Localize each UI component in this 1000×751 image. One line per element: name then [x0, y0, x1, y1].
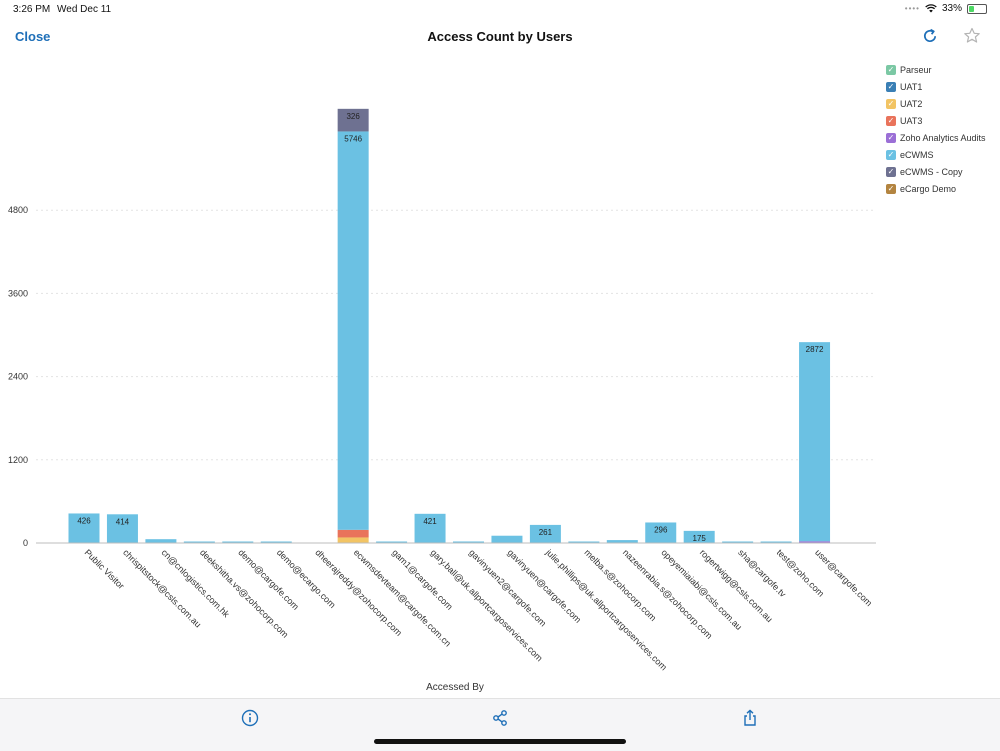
x-tick-label: gavinyuen@cargofe.com	[506, 547, 584, 625]
bar-ecwms-10[interactable]	[453, 541, 484, 543]
x-tick-label: gavinyuen2@cargofe.com	[467, 547, 548, 628]
bar-ecwms-copy-7[interactable]	[337, 108, 369, 132]
export-icon[interactable]	[740, 708, 760, 728]
bar-ecwms-3[interactable]	[183, 541, 215, 544]
legend-checkbox-icon[interactable]: ✓	[886, 149, 896, 160]
legend-label: Parseur	[900, 64, 932, 75]
bar-ecwms-13[interactable]	[568, 541, 600, 544]
legend-checkbox-icon[interactable]: ✓	[886, 98, 896, 109]
legend-label: UAT1	[900, 81, 923, 92]
x-tick-label: cn@cnlogistics.com.hk	[159, 547, 231, 619]
y-tick-label: 4800	[8, 205, 28, 215]
page-title: Access Count by Users	[427, 29, 573, 44]
bar-ecwms-9[interactable]	[414, 513, 446, 543]
x-tick-label: opeyemiaiabi@csls.com.au	[659, 547, 744, 632]
legend-label: eCWMS - Copy	[900, 166, 963, 177]
star-icon[interactable]	[962, 26, 982, 46]
status-bar: 3:26 PM Wed Dec 11 •••• 33%	[0, 0, 1000, 20]
data-label: 5746	[344, 134, 362, 143]
y-tick-label: 2400	[8, 372, 28, 382]
data-label: 421	[423, 517, 437, 526]
bar-ecwms-15[interactable]	[645, 522, 677, 543]
bar-zoho-analytics-audits-19[interactable]	[799, 541, 831, 543]
bar-ecwms-16[interactable]	[683, 530, 715, 543]
bar-ecwms-5[interactable]	[260, 541, 292, 544]
legend-label: UAT3	[900, 115, 923, 126]
bar-ecwms-0[interactable]	[68, 513, 100, 543]
bar-ecwms-2[interactable]	[145, 539, 177, 543]
bar-ecwms-14[interactable]	[606, 540, 638, 543]
legend-item-ecwms-copy[interactable]: ✓ eCWMS - Copy	[886, 163, 986, 180]
x-tick-label: user@cargofe.com	[813, 547, 874, 608]
x-tick-label: Public Visitor	[83, 547, 127, 591]
status-date: Wed Dec 11	[57, 4, 112, 15]
battery-percent: 33%	[941, 3, 962, 14]
home-indicator	[374, 739, 626, 744]
bars[interactable]	[68, 108, 831, 544]
bar-ecwms-11[interactable]	[491, 535, 523, 543]
legend-checkbox-icon[interactable]: ✓	[886, 81, 896, 92]
x-axis-ticks: Public Visitorchrispitstock@csls.com.auc…	[83, 547, 874, 673]
y-tick-label: 3600	[8, 288, 28, 298]
legend-label: eCargo Demo	[900, 183, 957, 194]
bar-ecwms-12[interactable]	[529, 524, 561, 543]
data-label: 261	[539, 528, 553, 537]
bar-uat3-7[interactable]	[337, 529, 369, 538]
legend-item-uat1[interactable]: ✓ UAT1	[886, 78, 986, 95]
bar-ecwms-4[interactable]	[222, 541, 254, 544]
refresh-icon[interactable]	[920, 26, 940, 46]
battery-level	[969, 5, 975, 12]
x-tick-label: melba.s@zohocorp.com	[582, 547, 658, 623]
legend-item-parseur[interactable]: ✓ Parseur	[886, 61, 986, 78]
legend-label: eCWMS	[900, 149, 934, 160]
y-tick-label: 0	[23, 538, 28, 548]
status-time: 3:26 PM	[13, 4, 51, 15]
data-labels: 426 414 5746 326 421 261 296 175 2872	[77, 112, 824, 543]
y-axis-ticks: 0 1200 2400 3600 4800	[8, 205, 28, 548]
chart-legend: ✓ Parseur ✓ UAT1 ✓ UAT2 ✓ UAT3 ✓ Zoho Analytics A…	[886, 61, 986, 197]
legend-item-zoho-analytics-audits[interactable]: ✓ Zoho Analytics Audits	[886, 129, 986, 146]
wifi-icon	[925, 4, 937, 13]
info-icon[interactable]	[240, 708, 260, 728]
data-label: 296	[654, 525, 668, 534]
battery-icon	[967, 3, 987, 14]
legend-label: UAT2	[900, 98, 923, 109]
chart-area: 0 1200 2400 3600 4800 426 414 5746 326 421 261 296…	[0, 56, 1000, 698]
bar-ecwms-19[interactable]	[799, 342, 831, 542]
legend-checkbox-icon[interactable]: ✓	[886, 166, 896, 177]
x-tick-label: rogertwigg@csls.com.au	[698, 547, 775, 624]
x-tick-label: chrispitstock@csls.com.au	[121, 547, 203, 629]
bar-ecwms-1[interactable]	[106, 514, 138, 543]
legend-checkbox-icon[interactable]: ✓	[886, 183, 896, 194]
legend-checkbox-icon[interactable]: ✓	[886, 132, 896, 143]
y-tick-label: 1200	[8, 455, 28, 465]
grid-lines	[36, 209, 876, 461]
legend-checkbox-icon[interactable]: ✓	[886, 64, 896, 75]
bar-ecwms-17[interactable]	[722, 541, 754, 544]
nav-bar: Close Access Count by Users	[0, 20, 1000, 56]
legend-item-ecwms[interactable]: ✓ eCWMS	[886, 146, 986, 163]
data-label: 2872	[806, 345, 824, 354]
bar-ecwms-18[interactable]	[760, 541, 792, 544]
bar-uat2-7[interactable]	[337, 537, 369, 543]
data-label: 175	[693, 534, 707, 543]
legend-checkbox-icon[interactable]: ✓	[886, 115, 896, 126]
status-right: •••• 33%	[905, 3, 987, 14]
x-axis-title: Accessed By	[426, 682, 484, 693]
close-button[interactable]: Close	[15, 29, 51, 44]
legend-item-ecargo-demo[interactable]: ✓ eCargo Demo	[886, 180, 986, 197]
data-label: 326	[346, 112, 360, 121]
legend-item-uat2[interactable]: ✓ UAT2	[886, 95, 986, 112]
share-icon[interactable]	[490, 708, 510, 728]
legend-label: Zoho Analytics Audits	[900, 132, 986, 143]
stacked-bar-chart: 0 1200 2400 3600 4800 426 414 5746 326 421 261 296…	[8, 108, 876, 693]
bar-ecwms-8[interactable]	[376, 541, 408, 544]
signal-dots-icon: ••••	[904, 4, 920, 13]
bar-ecwms-7[interactable]	[337, 131, 369, 530]
data-label: 414	[116, 517, 130, 526]
data-label: 426	[77, 516, 91, 525]
legend-item-uat3[interactable]: ✓ UAT3	[886, 112, 986, 129]
